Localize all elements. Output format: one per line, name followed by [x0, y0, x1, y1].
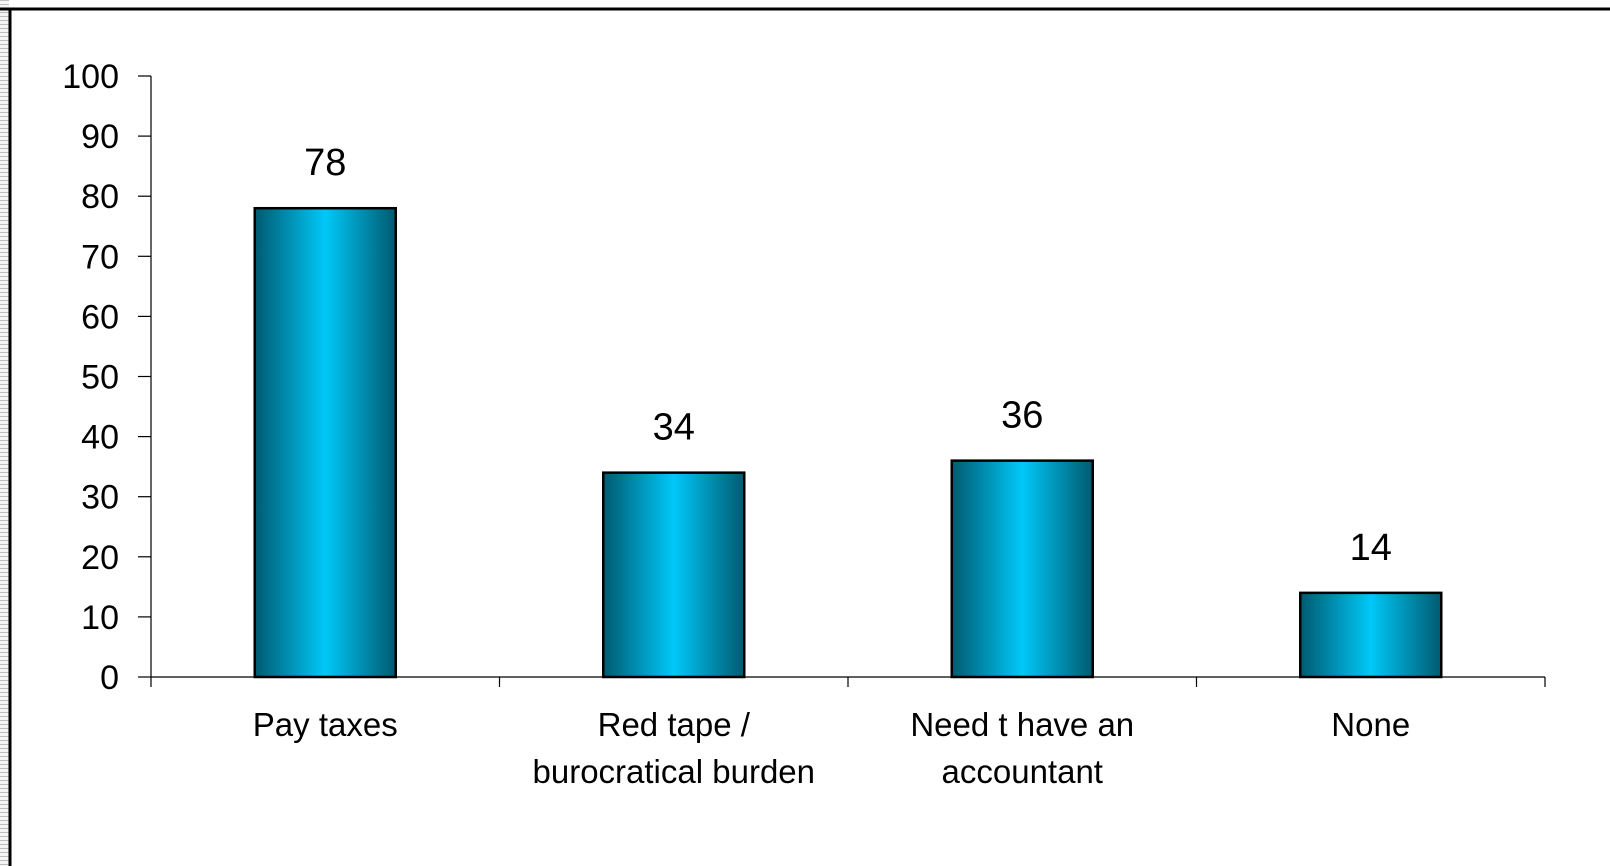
x-category-label: None [1331, 706, 1410, 743]
y-tick-label: 0 [100, 659, 119, 697]
y-tick-label: 90 [81, 118, 119, 156]
data-label: 36 [1001, 395, 1043, 437]
x-category-label-line: accountant [942, 753, 1103, 790]
x-category-label-line: None [1331, 706, 1410, 743]
x-category-label-line: burocratical burden [533, 753, 816, 790]
y-tick-label: 100 [62, 58, 119, 96]
data-label: 78 [304, 142, 346, 184]
x-category-label-line: Pay taxes [253, 706, 398, 743]
x-category-label-line: Red tape / [598, 706, 751, 743]
x-category-label-line: Need t have an [910, 706, 1134, 743]
bar [1299, 591, 1443, 679]
y-tick-label: 10 [81, 599, 119, 637]
bar [950, 459, 1094, 679]
plot-area: 0 10 20 30 40 50 60 70 80 90 100 78 Pay taxes 34 Red t… [62, 58, 1546, 790]
bar [602, 471, 746, 679]
y-tick-label: 20 [81, 539, 119, 577]
x-category-label: Pay taxes [253, 706, 398, 743]
y-tick-label: 70 [81, 238, 119, 276]
y-tick-label: 40 [81, 419, 119, 457]
y-tick-label: 80 [81, 178, 119, 216]
data-label: 14 [1350, 527, 1392, 569]
x-category-label: Red tape / burocratical burden [533, 706, 816, 790]
data-label: 34 [653, 407, 695, 449]
y-tick-label: 60 [81, 298, 119, 336]
x-category-label: Need t have an accountant [910, 706, 1134, 790]
y-tick-label: 50 [81, 359, 119, 397]
bar [253, 206, 397, 679]
frame-left-strip [0, 0, 9, 866]
y-tick-label: 30 [81, 479, 119, 517]
